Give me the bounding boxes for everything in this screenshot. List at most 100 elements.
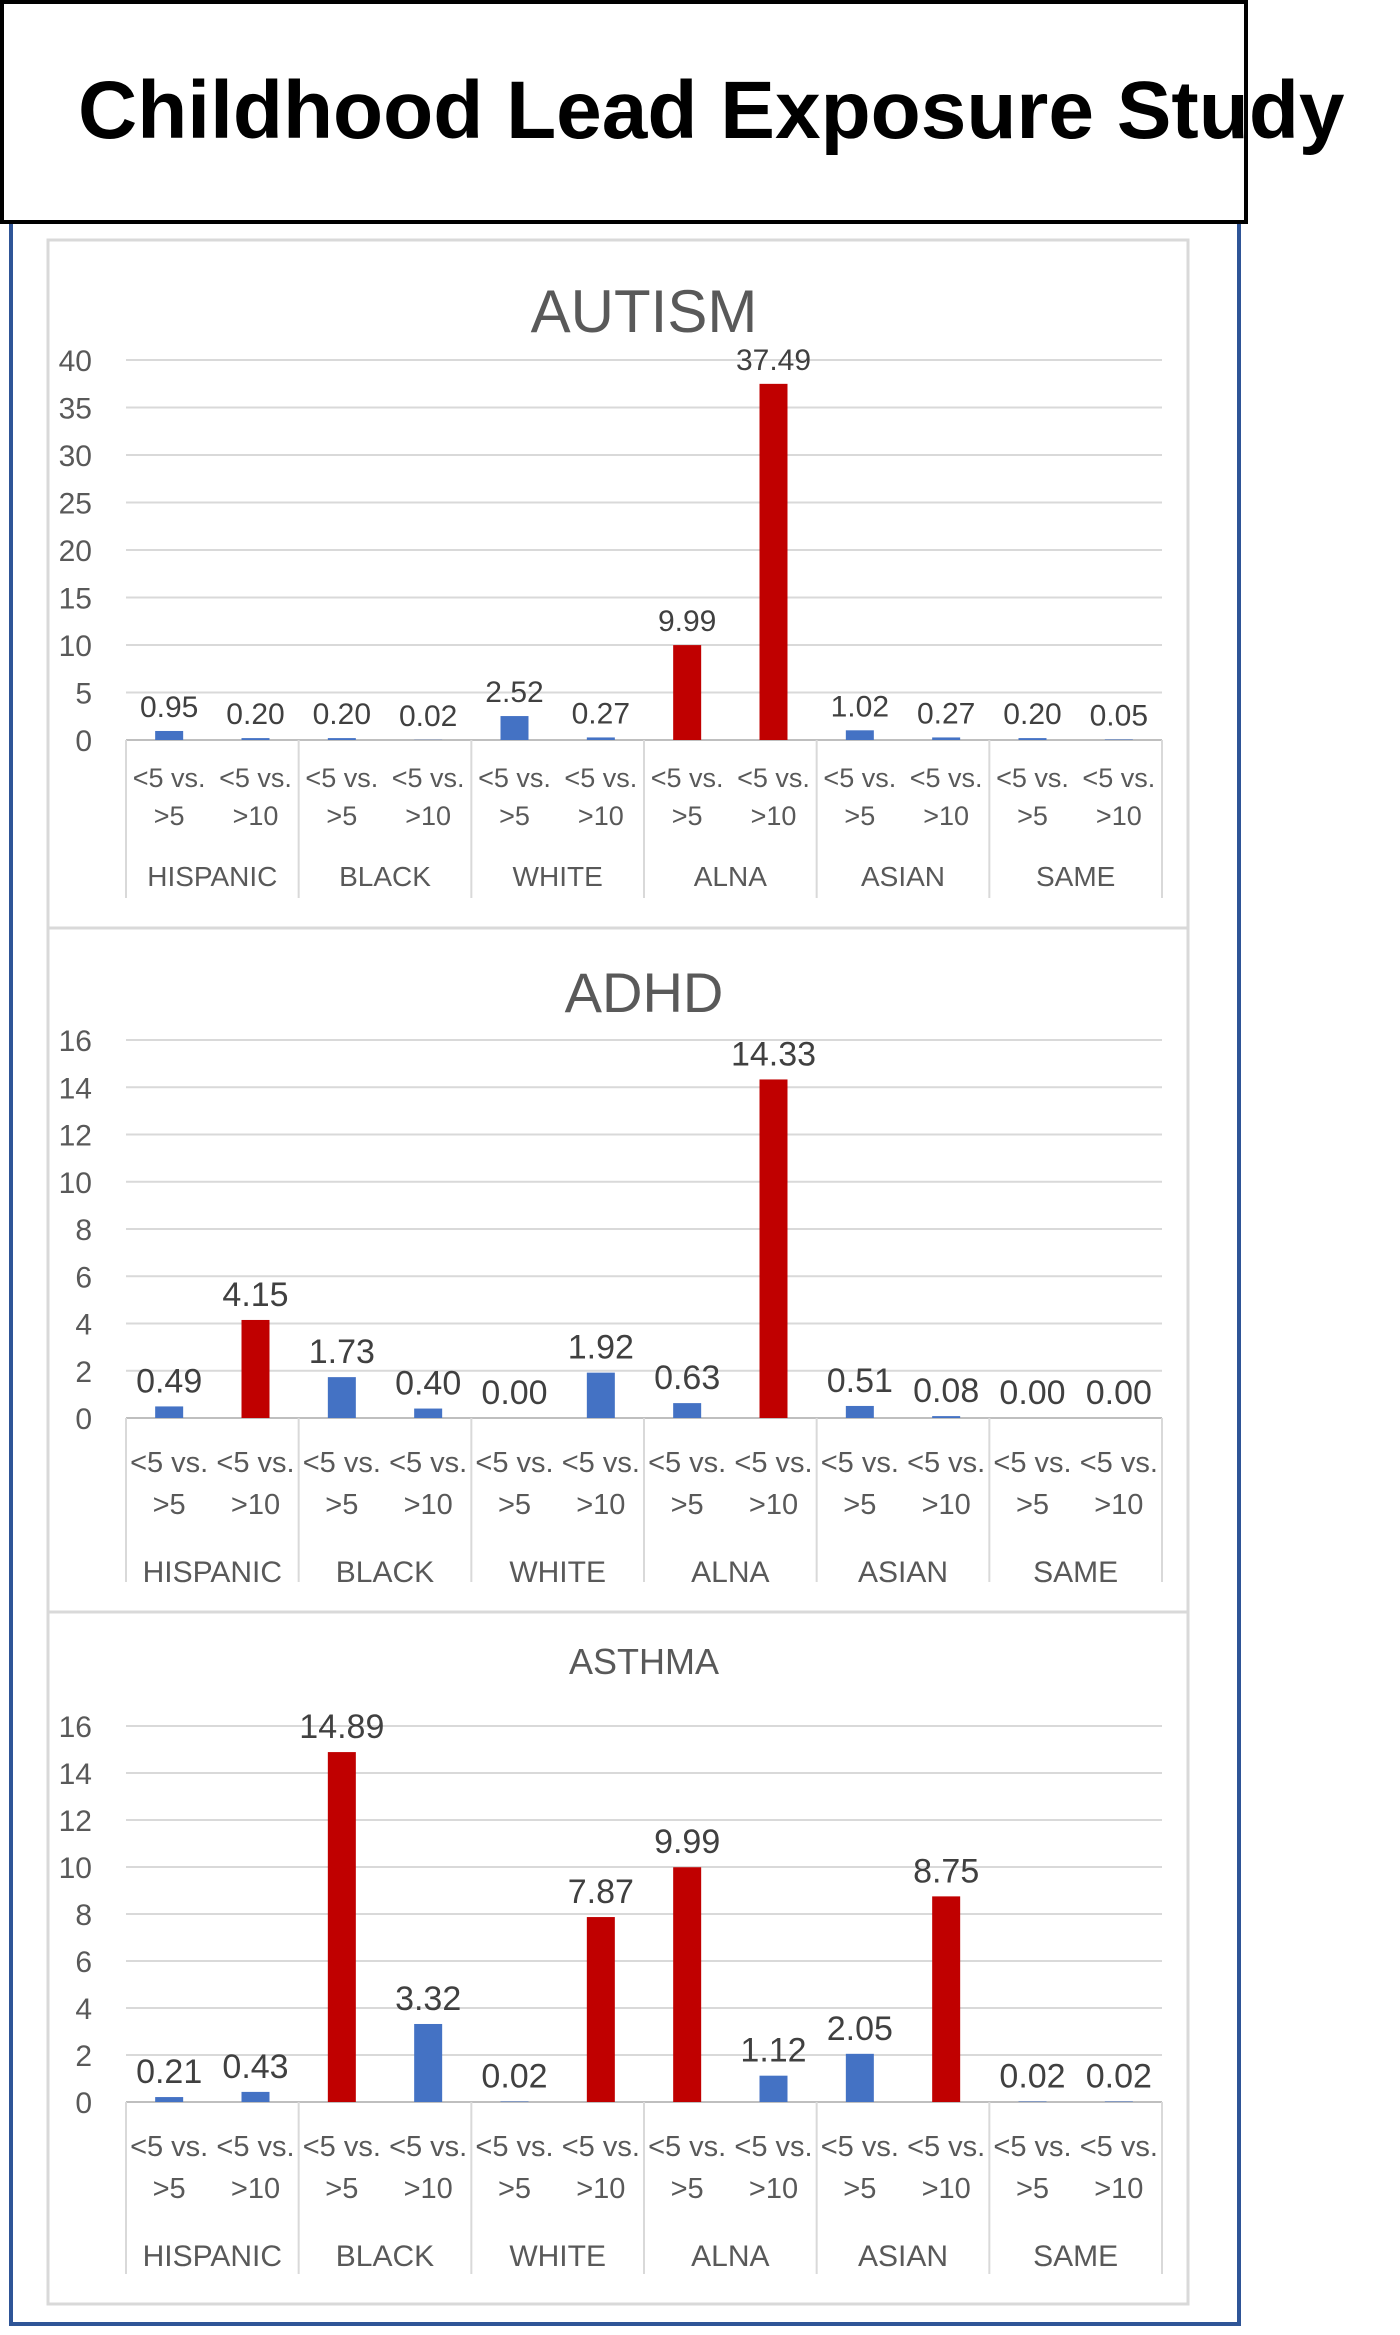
x-tick-label-line2: >10 <box>923 801 969 831</box>
bar-asian-0 <box>846 730 874 740</box>
data-label: 14.33 <box>731 1035 816 1073</box>
x-tick-label-line2: >5 <box>1016 1489 1049 1521</box>
y-tick-label: 12 <box>59 1120 92 1153</box>
bar-black-0 <box>328 738 356 740</box>
data-label: 0.00 <box>1086 1374 1152 1412</box>
chart-title: ADHD <box>565 961 724 1024</box>
x-tick-label-line1: <5 vs. <box>907 1447 985 1479</box>
x-tick-label-line1: <5 vs. <box>305 763 378 793</box>
x-tick-label-line2: >5 <box>1017 801 1048 831</box>
x-tick-label-line1: <5 vs. <box>907 2131 985 2163</box>
group-label-alna: ALNA <box>694 861 767 892</box>
bar-hispanic-1 <box>242 1320 270 1418</box>
bar-alna-1 <box>760 1079 788 1418</box>
data-label: 7.87 <box>568 1873 634 1911</box>
x-tick-label-line2: >10 <box>1096 801 1142 831</box>
data-label: 0.20 <box>313 698 371 731</box>
data-label: 9.99 <box>658 605 716 638</box>
x-tick-label-line2: >5 <box>671 1489 704 1521</box>
data-label: 0.00 <box>999 1374 1065 1412</box>
x-tick-label-line1: <5 vs. <box>133 763 206 793</box>
x-tick-label-line2: >10 <box>1094 2173 1143 2205</box>
group-label-alna: ALNA <box>691 2240 769 2273</box>
x-tick-label-line1: <5 vs. <box>389 1447 467 1479</box>
group-label-white: WHITE <box>513 861 603 892</box>
x-tick-label-line2: >10 <box>922 2173 971 2205</box>
data-label: 37.49 <box>736 344 811 377</box>
bar-hispanic-0 <box>155 731 183 740</box>
x-tick-label-line2: >10 <box>404 1489 453 1521</box>
group-label-white: WHITE <box>509 1556 606 1589</box>
bar-white-0 <box>501 716 529 740</box>
x-tick-label-line1: <5 vs. <box>478 763 551 793</box>
bar-asian-0 <box>846 2054 874 2102</box>
x-tick-label-line1: <5 vs. <box>1082 763 1155 793</box>
group-label-same: SAME <box>1033 2240 1118 2273</box>
y-tick-label: 25 <box>59 488 92 521</box>
x-tick-label-line2: >5 <box>498 2173 531 2205</box>
x-tick-label-line1: <5 vs. <box>564 763 637 793</box>
data-label: 1.92 <box>568 1329 634 1367</box>
x-tick-label-line1: <5 vs. <box>821 1447 899 1479</box>
y-tick-label: 16 <box>59 1711 92 1744</box>
y-tick-label: 10 <box>59 630 92 663</box>
x-tick-label-line1: <5 vs. <box>389 2131 467 2163</box>
chart-title: AUTISM <box>531 278 758 345</box>
y-tick-label: 35 <box>59 393 92 426</box>
data-label: 4.15 <box>222 1276 288 1314</box>
x-tick-label-line2: >5 <box>498 1489 531 1521</box>
page-title: Childhood Lead Exposure Study <box>78 65 1345 156</box>
data-label: 8.75 <box>913 1852 979 1890</box>
x-tick-label-line1: <5 vs. <box>392 763 465 793</box>
x-tick-label-line2: >10 <box>231 2173 280 2205</box>
data-label: 0.02 <box>481 2058 547 2096</box>
y-tick-label: 20 <box>59 535 92 568</box>
x-tick-label-line2: >5 <box>325 2173 358 2205</box>
x-tick-label-line2: >10 <box>1094 1489 1143 1521</box>
bar-black-0 <box>328 1377 356 1418</box>
x-tick-label-line2: >10 <box>233 801 279 831</box>
x-tick-label-line1: <5 vs. <box>130 2131 208 2163</box>
bar-white-1 <box>587 1373 615 1418</box>
bar-same-0 <box>1019 738 1047 740</box>
bar-hispanic-1 <box>242 738 270 740</box>
y-tick-label: 2 <box>75 2040 92 2073</box>
bar-alna-1 <box>760 2076 788 2102</box>
data-label: 14.89 <box>299 1708 384 1746</box>
chart-title: ASTHMA <box>569 1641 719 1682</box>
x-tick-label-line2: >10 <box>922 1489 971 1521</box>
group-label-black: BLACK <box>339 861 431 892</box>
y-tick-label: 15 <box>59 583 92 616</box>
data-label: 9.99 <box>654 1823 720 1861</box>
bar-asian-0 <box>846 1406 874 1418</box>
x-tick-label-line1: <5 vs. <box>1080 1447 1158 1479</box>
bar-alna-0 <box>673 1867 701 2102</box>
data-label: 2.05 <box>827 2010 893 2048</box>
bar-alna-1 <box>760 384 788 740</box>
y-tick-label: 12 <box>59 1805 92 1838</box>
x-tick-label-line2: >10 <box>576 1489 625 1521</box>
x-tick-label-line2: >5 <box>326 801 357 831</box>
x-tick-label-line2: >10 <box>405 801 451 831</box>
bar-asian-1 <box>932 1896 960 2102</box>
x-tick-label-line1: <5 vs. <box>651 763 724 793</box>
x-tick-label-line1: <5 vs. <box>1080 2131 1158 2163</box>
y-tick-label: 4 <box>75 1309 92 1342</box>
x-tick-label-line1: <5 vs. <box>475 2131 553 2163</box>
bar-alna-0 <box>673 645 701 740</box>
x-tick-label-line1: <5 vs. <box>303 1447 381 1479</box>
x-tick-label-line1: <5 vs. <box>996 763 1069 793</box>
x-tick-label-line1: <5 vs. <box>910 763 983 793</box>
x-tick-label-line2: >5 <box>153 1489 186 1521</box>
data-label: 0.51 <box>827 1362 893 1400</box>
y-tick-label: 14 <box>59 1072 92 1105</box>
y-tick-label: 10 <box>59 1167 92 1200</box>
data-label: 0.95 <box>140 691 198 724</box>
x-tick-label-line2: >10 <box>749 1489 798 1521</box>
data-label: 1.73 <box>309 1333 375 1371</box>
x-tick-label-line1: <5 vs. <box>734 2131 812 2163</box>
x-tick-label-line2: >10 <box>231 1489 280 1521</box>
data-label: 0.63 <box>654 1359 720 1397</box>
